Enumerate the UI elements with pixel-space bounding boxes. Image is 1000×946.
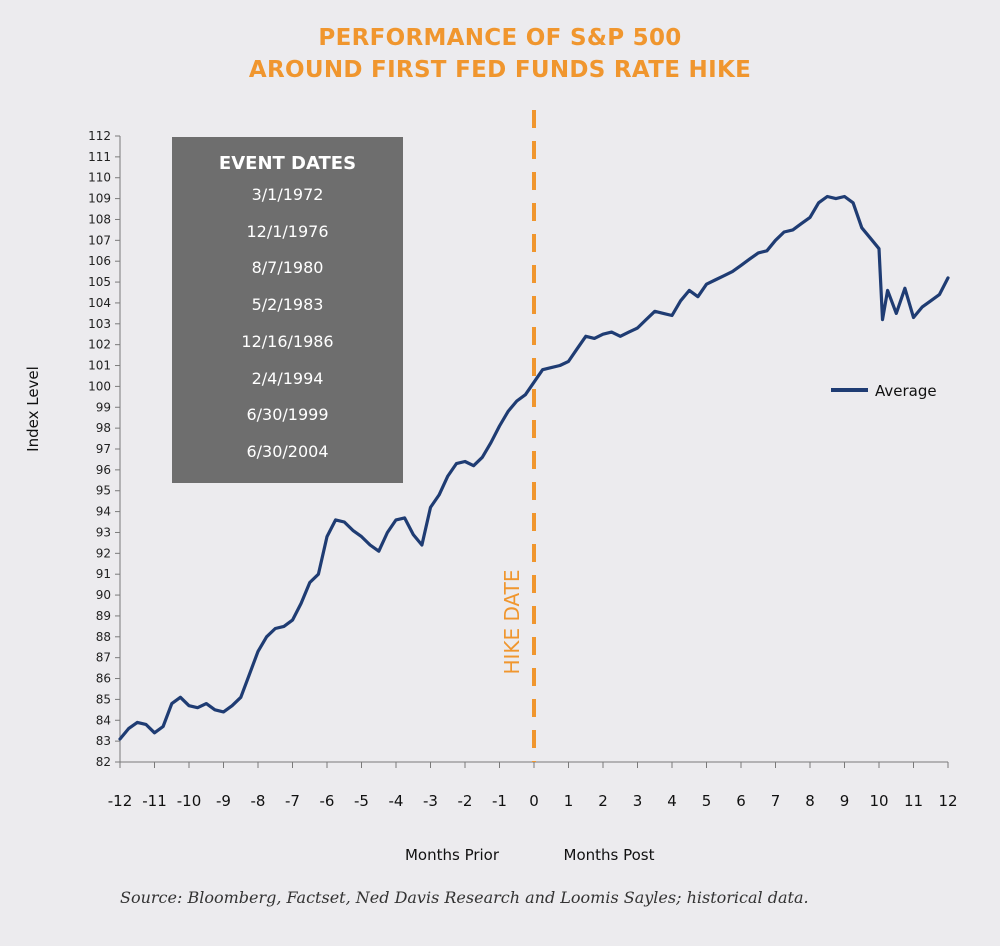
y-tick-label: 93 [96,525,111,539]
series-line-average [118,194,950,741]
y-tick-label: 86 [96,672,111,686]
source-note: Source: Bloomberg, Factset, Ned Davis Re… [120,888,809,907]
y-tick-label: 108 [88,212,111,226]
x-tick-label: -8 [251,792,266,810]
y-tick-label: 104 [88,296,111,310]
event-date-item: 5/2/1983 [251,295,324,315]
y-tick-label: 94 [96,505,111,519]
y-tick-label: 95 [96,484,111,498]
event-date-item: 12/16/1986 [241,331,334,351]
x-tick-label: -5 [354,792,369,810]
x-tick-label: 5 [702,792,712,810]
event-date-item: 8/7/1980 [251,258,324,278]
y-tick-label: 100 [88,379,111,393]
months-post-label: Months Post [564,846,655,864]
y-tick-label: 103 [88,317,111,331]
x-tick-label: -12 [108,792,133,810]
y-tick-label: 111 [88,150,111,164]
chart-title-line-1: PERFORMANCE OF S&P 500 [318,25,682,51]
event-date-item: 6/30/2004 [246,441,329,461]
x-tick-label: 10 [869,792,888,810]
y-axis-title: Index Level [24,366,42,452]
x-tick-label: 11 [904,792,923,810]
x-tick-label: -3 [423,792,438,810]
x-tick-label: -6 [320,792,335,810]
y-tick-label: 106 [88,254,111,268]
x-tick-label: 8 [805,792,815,810]
y-tick-label: 89 [96,609,111,623]
x-tick-label: 9 [840,792,850,810]
y-tick-label: 87 [96,651,111,665]
x-tick-label: -2 [458,792,473,810]
y-tick-label: 98 [96,421,111,435]
y-tick-label: 112 [88,129,111,143]
y-tick-label: 84 [96,713,111,727]
hike-date-label: HIKE DATE [500,569,524,674]
x-tick-label: -10 [177,792,202,810]
y-tick-label: 99 [96,400,111,414]
chart-title: PERFORMANCE OF S&P 500 AROUND FIRST FED … [0,22,1000,86]
event-date-item: 2/4/1994 [251,368,324,388]
x-tick-label: 2 [598,792,608,810]
x-tick-label: 12 [938,792,957,810]
x-tick-label: -4 [389,792,404,810]
y-tick-label: 90 [96,588,111,602]
x-tick-label: 0 [529,792,539,810]
event-dates-box: EVENT DATES 3/1/1972 12/1/1976 8/7/1980 … [172,137,403,483]
chart-title-line-2: AROUND FIRST FED FUNDS RATE HIKE [248,57,752,83]
x-tick-label: -9 [216,792,231,810]
y-tick-label: 102 [88,338,111,352]
event-date-item: 3/1/1972 [251,185,324,204]
legend-label-average: Average [875,382,937,400]
event-date-item: 6/30/1999 [246,405,329,425]
y-tick-label: 109 [88,192,111,206]
y-tick-label: 92 [96,546,111,560]
y-tick-label: 82 [96,755,111,769]
y-tick-label: 107 [88,233,111,247]
y-tick-label: 97 [96,442,111,456]
event-dates-heading: EVENT DATES [218,153,357,174]
x-tick-label: -7 [285,792,300,810]
x-tick-label: 1 [564,792,574,810]
y-tick-label: 88 [96,630,111,644]
y-tick-label: 105 [88,275,111,289]
x-tick-label: 3 [633,792,643,810]
event-date-item: 12/1/1976 [246,221,329,241]
y-tick-label: 83 [96,734,111,748]
x-tick-label: 6 [736,792,746,810]
y-tick-label: 110 [88,171,111,185]
y-tick-label: 96 [96,463,111,477]
x-tick-label: -11 [142,792,167,810]
y-tick-label: 101 [88,359,111,373]
x-tick-label: -1 [492,792,507,810]
months-prior-label: Months Prior [405,846,500,864]
x-tick-label: 7 [771,792,781,810]
y-tick-label: 91 [96,567,111,581]
y-tick-label: 85 [96,692,111,706]
x-tick-label: 4 [667,792,677,810]
